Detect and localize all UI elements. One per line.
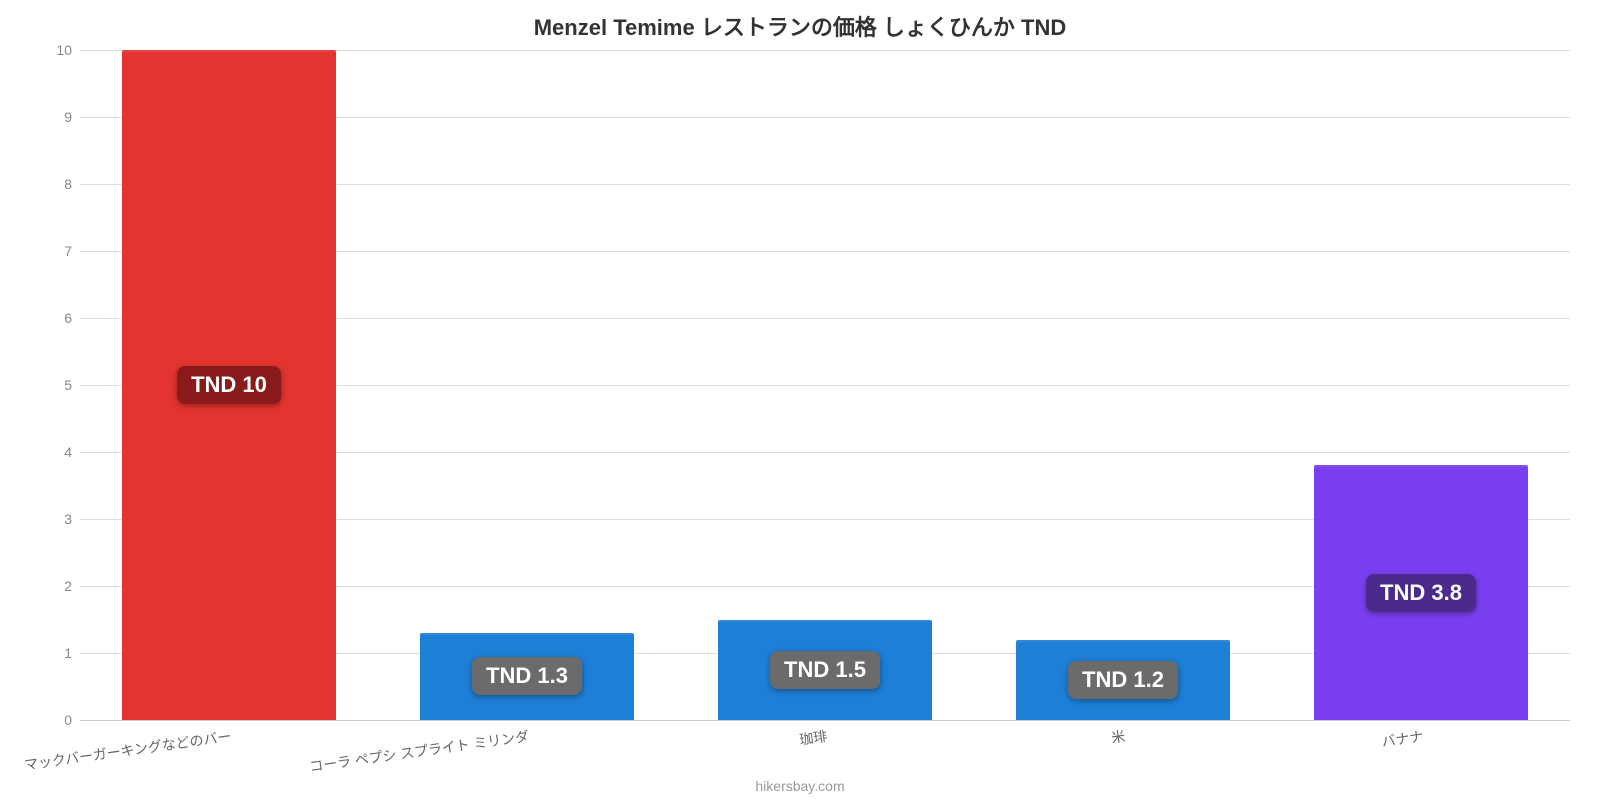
y-tick-label: 3 [30, 511, 80, 527]
y-tick-label: 2 [30, 578, 80, 594]
y-tick-label: 0 [30, 712, 80, 728]
value-badge: TND 10 [177, 366, 281, 404]
value-badge: TND 3.8 [1366, 574, 1476, 612]
y-tick-label: 7 [30, 243, 80, 259]
y-tick-label: 10 [30, 42, 80, 58]
value-badge: TND 1.2 [1068, 661, 1178, 699]
y-tick-label: 1 [30, 645, 80, 661]
y-tick-label: 9 [30, 109, 80, 125]
value-badge: TND 1.5 [770, 651, 880, 689]
attribution-text: hikersbay.com [0, 778, 1600, 794]
value-badge: TND 1.3 [472, 657, 582, 695]
y-tick-label: 8 [30, 176, 80, 192]
x-category-label: 米 [1109, 720, 1126, 748]
y-tick-label: 4 [30, 444, 80, 460]
x-category-label: バナナ [1379, 720, 1424, 752]
x-category-label: コーラ ペプシ スプライト ミリンダ [307, 720, 530, 777]
chart-title: Menzel Temime レストランの価格 しょくひんか TND [0, 10, 1600, 42]
y-tick-label: 6 [30, 310, 80, 326]
price-chart: Menzel Temime レストランの価格 しょくひんか TND 012345… [0, 0, 1600, 800]
x-category-label: 珈琲 [797, 720, 828, 750]
plot-area: 012345678910TND 10マックバーガーキングなどのバーTND 1.3… [80, 50, 1570, 720]
x-category-label: マックバーガーキングなどのバー [22, 720, 232, 775]
y-tick-label: 5 [30, 377, 80, 393]
